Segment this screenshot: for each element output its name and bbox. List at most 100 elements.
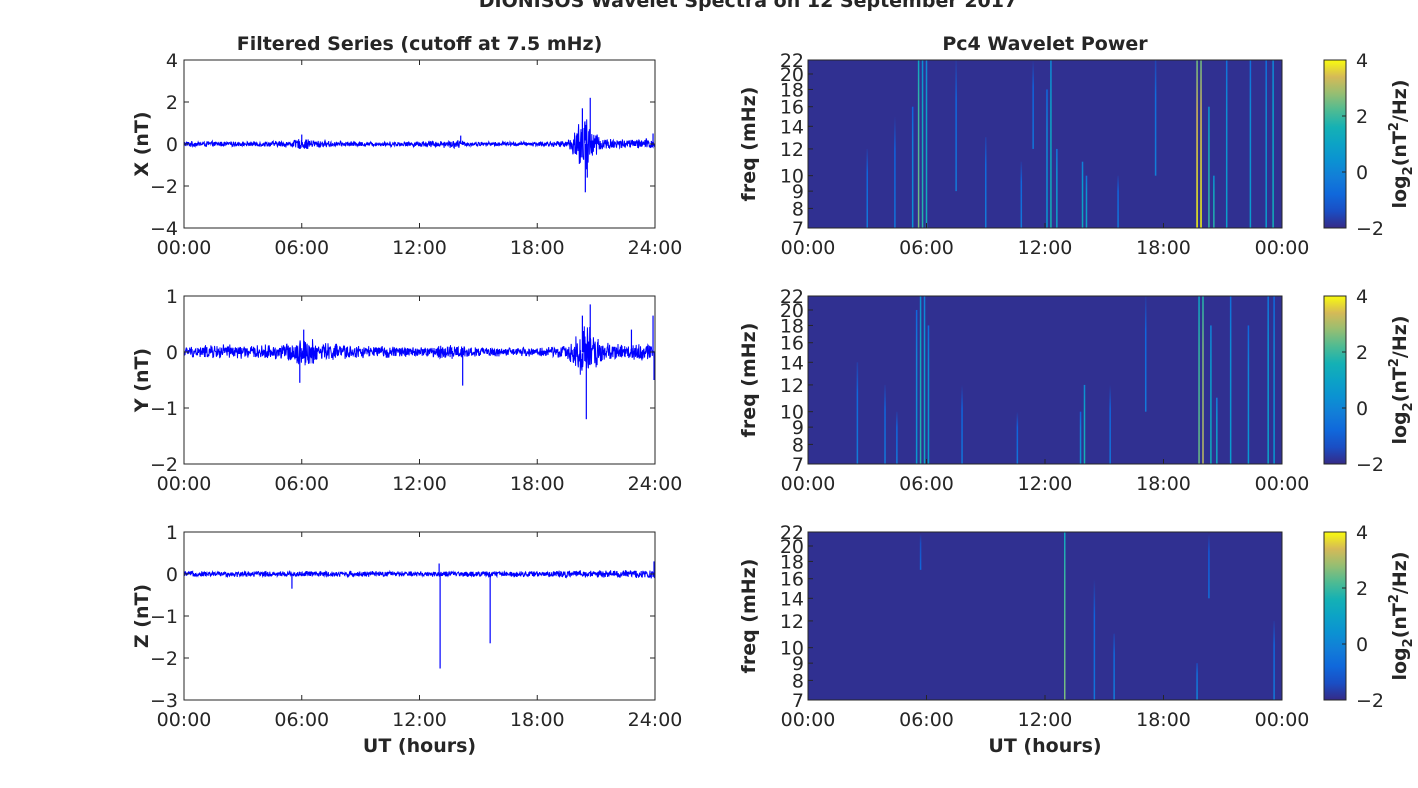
y-tick-label: 12 bbox=[780, 139, 804, 161]
colorbar-tick-label: 2 bbox=[1356, 106, 1368, 128]
y-tick-label: 10 bbox=[780, 638, 804, 660]
y-tick-label: 9 bbox=[792, 653, 804, 675]
x-tick-label: 00:00 bbox=[157, 709, 212, 731]
power-stripe bbox=[1154, 60, 1157, 176]
power-stripe bbox=[896, 411, 898, 464]
y-tick-label: 9 bbox=[792, 181, 804, 203]
power-stripe bbox=[1144, 296, 1147, 412]
y-tick-label: −2 bbox=[150, 454, 178, 476]
y-tick-label: 16 bbox=[780, 333, 804, 355]
power-stripe bbox=[1050, 60, 1052, 228]
colorbar-scale bbox=[1323, 295, 1347, 465]
spectrogram-background bbox=[808, 532, 1282, 700]
x-tick-label: 06:00 bbox=[899, 237, 954, 259]
y-axis-label: Y (nT) bbox=[131, 348, 153, 413]
power-stripe bbox=[1081, 161, 1084, 228]
y-axis-label: freq (mHz) bbox=[738, 323, 760, 438]
x-tick-label: 06:00 bbox=[274, 473, 329, 495]
y-tick-label: 18 bbox=[780, 79, 804, 101]
colorbar-tick-label: 0 bbox=[1356, 162, 1368, 184]
y-tick-label: 8 bbox=[792, 434, 804, 456]
y-tick-label: −1 bbox=[150, 398, 178, 420]
x-tick-label: 06:00 bbox=[899, 473, 954, 495]
y-tick-label: 7 bbox=[792, 218, 804, 240]
panel-title: Filtered Series (cutoff at 7.5 mHz) bbox=[237, 33, 603, 55]
x-tick-label: 12:00 bbox=[392, 473, 447, 495]
y-axis-label: freq (mHz) bbox=[738, 87, 760, 202]
x-tick-label: 18:00 bbox=[510, 473, 565, 495]
y-tick-label: 14 bbox=[780, 352, 804, 374]
colorbar-tick-label: 0 bbox=[1356, 398, 1368, 420]
colorbar-tick-label: 2 bbox=[1356, 578, 1368, 600]
colorbar-label: log2(nT2/Hz) bbox=[1387, 551, 1416, 680]
y-tick-label: 16 bbox=[780, 97, 804, 119]
colorbar-label: log2(nT2/Hz) bbox=[1387, 315, 1416, 444]
series-panel-x: −4 −2 0 2 4 00:00 06:00 12:00 18:00 24:00 X (nT) Fi… bbox=[131, 33, 682, 259]
x-tick-label: 00:00 bbox=[781, 709, 836, 731]
x-tick-label: 12:00 bbox=[392, 237, 447, 259]
power-stripe bbox=[1046, 89, 1048, 228]
power-stripe bbox=[925, 60, 928, 228]
power-stripe bbox=[1272, 60, 1274, 228]
power-stripe bbox=[1109, 384, 1111, 464]
y-tick-label: 8 bbox=[792, 670, 804, 692]
power-stripe bbox=[1216, 397, 1218, 464]
series-line bbox=[183, 326, 656, 375]
series-line bbox=[183, 119, 656, 170]
spectrogram-background bbox=[808, 60, 1282, 228]
power-stripe bbox=[955, 60, 957, 192]
series-line bbox=[183, 569, 656, 579]
power-stripe bbox=[1196, 663, 1198, 700]
y-tick-label: −2 bbox=[150, 648, 178, 670]
y-tick-label: 0 bbox=[166, 342, 178, 364]
x-tick-label: 06:00 bbox=[899, 709, 954, 731]
y-axis-label: freq (mHz) bbox=[738, 559, 760, 674]
power-stripe bbox=[1016, 411, 1019, 464]
y-tick-label: 22 bbox=[780, 522, 804, 544]
power-stripe bbox=[1249, 60, 1252, 228]
x-tick-label: 00:00 bbox=[157, 473, 212, 495]
power-stripe bbox=[1229, 296, 1232, 464]
colorbar: −2 0 2 4 log2(nT2/Hz) bbox=[1323, 522, 1416, 712]
power-stripe bbox=[1247, 325, 1250, 464]
x-tick-label: 00:00 bbox=[157, 237, 212, 259]
x-tick-label: 00:00 bbox=[1255, 709, 1310, 731]
series-panel-y: −2 −1 0 1 00:00 06:00 12:00 18:00 24:00 Y (nT) bbox=[131, 286, 682, 495]
y-tick-label: −1 bbox=[150, 606, 178, 628]
power-stripe bbox=[919, 296, 922, 464]
x-tick-label: 18:00 bbox=[1136, 237, 1191, 259]
y-tick-label: 10 bbox=[780, 402, 804, 424]
y-axis-label: Z (nT) bbox=[131, 584, 153, 648]
colorbar-scale bbox=[1323, 531, 1347, 701]
y-tick-label: 14 bbox=[780, 588, 804, 610]
power-stripe bbox=[1064, 532, 1066, 700]
y-tick-label: 12 bbox=[780, 375, 804, 397]
power-stripe bbox=[927, 325, 930, 464]
y-tick-label: −4 bbox=[150, 218, 178, 240]
x-tick-label: 00:00 bbox=[1255, 473, 1310, 495]
power-stripe bbox=[1085, 175, 1088, 228]
power-stripe bbox=[917, 60, 920, 228]
power-stripe bbox=[1265, 60, 1267, 228]
x-tick-label: 18:00 bbox=[1136, 709, 1191, 731]
power-stripe bbox=[1083, 384, 1086, 464]
power-stripe bbox=[1198, 296, 1200, 464]
x-tick-label: 12:00 bbox=[1018, 473, 1073, 495]
y-tick-label: 7 bbox=[792, 690, 804, 712]
y-tick-label: 0 bbox=[166, 564, 178, 586]
x-tick-label: 12:00 bbox=[1018, 237, 1073, 259]
y-tick-label: 1 bbox=[166, 286, 178, 308]
y-tick-label: 7 bbox=[792, 454, 804, 476]
y-tick-label: −2 bbox=[150, 176, 178, 198]
x-tick-label: 00:00 bbox=[1255, 237, 1310, 259]
colorbar-scale bbox=[1323, 59, 1347, 229]
y-tick-label: 22 bbox=[780, 50, 804, 72]
y-tick-label: 20 bbox=[780, 64, 804, 86]
colorbar-tick-label: −2 bbox=[1356, 454, 1384, 476]
x-tick-label: 00:00 bbox=[781, 473, 836, 495]
power-stripe bbox=[1208, 106, 1210, 228]
power-stripe bbox=[884, 384, 886, 464]
power-stripe bbox=[1208, 532, 1210, 599]
